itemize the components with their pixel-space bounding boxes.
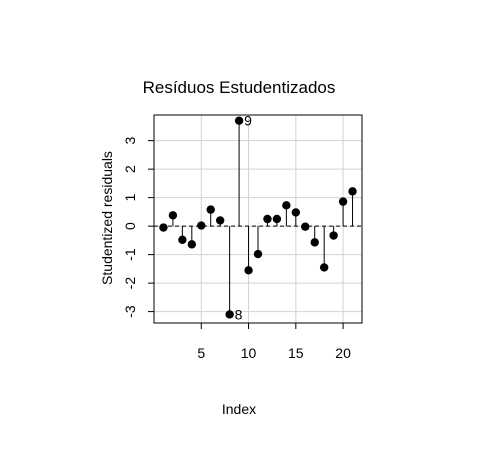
data-point <box>320 263 328 271</box>
grid <box>154 115 362 323</box>
plot-box <box>154 115 362 323</box>
x-tick-label: 5 <box>197 345 205 361</box>
data-point <box>273 215 281 223</box>
y-axis: -3 -2 -1 0 1 2 3 <box>122 137 154 318</box>
data-point <box>178 236 186 244</box>
data-point <box>282 201 290 209</box>
data-point <box>292 208 300 216</box>
data-point <box>311 238 319 246</box>
data-point <box>197 221 205 229</box>
y-tick-label: -3 <box>122 305 138 318</box>
data-point <box>235 116 243 124</box>
data-point <box>348 187 356 195</box>
point-label: 8 <box>235 306 243 322</box>
y-axis-label: Studentized residuals <box>99 151 115 285</box>
needles <box>163 121 352 315</box>
data-point <box>339 197 347 205</box>
data-point <box>329 231 337 239</box>
data-point <box>207 205 215 213</box>
data-point <box>225 310 233 318</box>
point-labels: 89 <box>235 113 252 323</box>
y-tick-label: 1 <box>122 194 138 202</box>
x-tick-label: 15 <box>288 345 304 361</box>
data-point <box>301 222 309 230</box>
data-point <box>244 266 252 274</box>
data-point <box>263 215 271 223</box>
y-tick-label: 0 <box>122 222 138 230</box>
x-axis: 5 10 15 20 <box>197 323 351 361</box>
y-tick-label: 2 <box>122 165 138 173</box>
x-axis-label: Index <box>222 401 256 417</box>
y-tick-label: -1 <box>122 248 138 261</box>
data-point <box>188 240 196 248</box>
points <box>159 116 356 318</box>
data-point <box>169 211 177 219</box>
data-point <box>254 250 262 258</box>
y-tick-label: 3 <box>122 137 138 145</box>
data-point <box>159 223 167 231</box>
x-tick-label: 10 <box>241 345 257 361</box>
data-point <box>216 216 224 224</box>
x-tick-label: 20 <box>335 345 351 361</box>
chart-title: Resíduos Estudentizados <box>143 78 336 97</box>
y-tick-label: -2 <box>122 277 138 290</box>
